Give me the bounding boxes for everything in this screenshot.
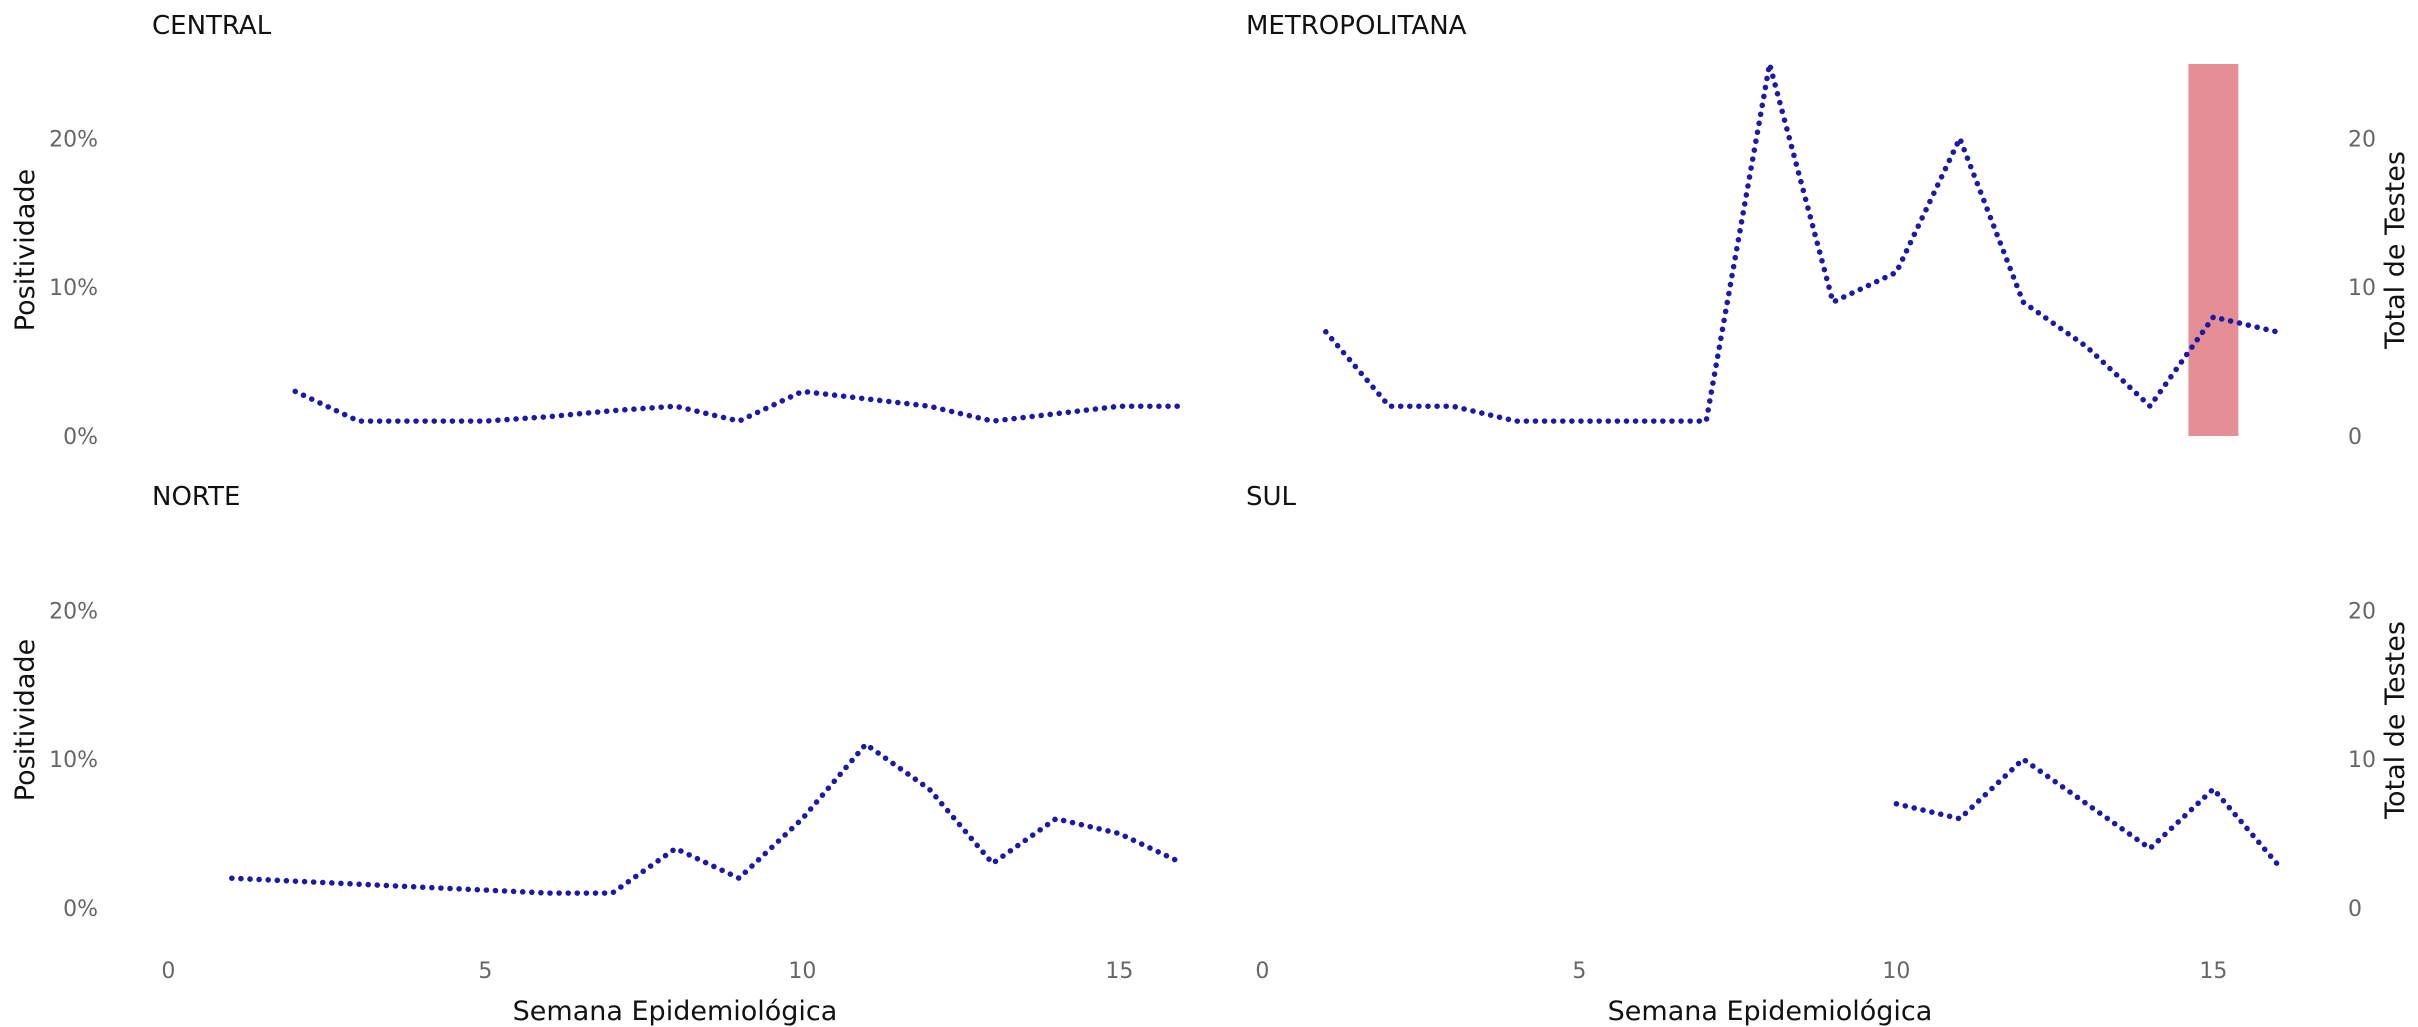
- y-axis-title-right: Total de Testes: [2380, 621, 2411, 820]
- panel-title: SUL: [1246, 482, 1297, 512]
- labels-layer: Positividade Positividade Total de Testes T…: [10, 151, 2411, 1027]
- series-line: [1323, 61, 2280, 424]
- y-tick-label-right: 20: [2348, 599, 2376, 624]
- x-tick-label: 0: [1255, 959, 1269, 984]
- panel-metropolitana: METROPOLITANA 0 10 20: [1246, 11, 2376, 450]
- y-tick-label-left: 10%: [49, 748, 98, 773]
- x-tick-label: 10: [1882, 959, 1910, 984]
- y-tick-label-left: 20%: [49, 127, 98, 152]
- panel-title: NORTE: [152, 482, 240, 512]
- bar: [2188, 64, 2239, 436]
- series-line: [229, 741, 1186, 896]
- series-line: [292, 388, 1186, 424]
- x-axis-title: Semana Epidemiológica: [513, 996, 838, 1027]
- y-tick-label-left: 0%: [63, 897, 98, 922]
- y-axis-title-left: Positividade: [10, 169, 41, 331]
- x-tick-label: 10: [788, 959, 816, 984]
- y-axis-title-left: Positividade: [10, 639, 41, 801]
- y-tick-label-left: 0%: [63, 425, 98, 450]
- series-line: [1893, 756, 2280, 867]
- y-tick-label-right: 0: [2348, 425, 2362, 450]
- y-tick-label-right: 0: [2348, 897, 2362, 922]
- y-tick-label-right: 10: [2348, 748, 2376, 773]
- y-tick-label-left: 10%: [49, 276, 98, 301]
- x-tick-label: 5: [1572, 959, 1586, 984]
- x-tick-label: 15: [1105, 959, 1133, 984]
- panel-title: CENTRAL: [152, 11, 272, 41]
- panels-layer: CENTRAL 0% 10% 20% METROPOLITANA 0 10 20 NORTE 0%…: [49, 11, 2376, 984]
- y-tick-label-right: 10: [2348, 276, 2376, 301]
- panel-title: METROPOLITANA: [1246, 11, 1467, 41]
- panel-norte: NORTE 0% 10% 20% 0 5 10 15: [49, 482, 1186, 984]
- y-tick-label-right: 20: [2348, 127, 2376, 152]
- y-axis-title-right: Total de Testes: [2380, 151, 2411, 350]
- y-tick-label-left: 20%: [49, 599, 98, 624]
- x-tick-label: 5: [478, 959, 492, 984]
- x-tick-label: 0: [161, 959, 175, 984]
- panel-sul: SUL 0 10 20 0 5 10 15: [1246, 482, 2376, 984]
- x-tick-label: 15: [2199, 959, 2227, 984]
- panel-central: CENTRAL 0% 10% 20%: [49, 11, 1186, 450]
- x-axis-title: Semana Epidemiológica: [1608, 996, 1933, 1027]
